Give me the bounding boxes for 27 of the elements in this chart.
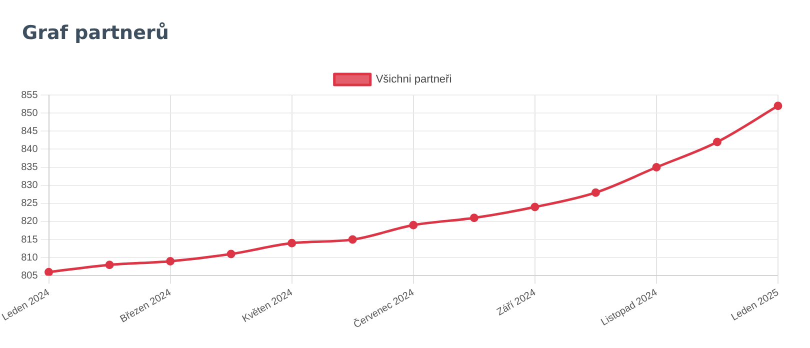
point	[226, 250, 236, 258]
point	[470, 214, 478, 222]
legend-label: Všichni partneři	[376, 74, 452, 86]
point	[530, 202, 540, 212]
point	[166, 256, 175, 266]
y-tick-label: 815	[21, 234, 38, 246]
x-tick-label: Září 2024	[495, 287, 538, 318]
point	[44, 268, 54, 276]
y-tick-label: 845	[21, 126, 38, 137]
y-tick-label: 855	[21, 90, 38, 101]
y-tick-label: 840	[21, 144, 38, 155]
y-tick-label: 835	[21, 162, 38, 174]
point	[652, 163, 661, 172]
point	[348, 235, 357, 244]
point	[712, 138, 722, 146]
point	[409, 220, 418, 230]
y-tick-label: 805	[21, 270, 38, 282]
point	[288, 238, 296, 248]
point	[774, 102, 782, 110]
chart-title: Graf partnerů	[22, 22, 169, 44]
point	[105, 260, 114, 270]
y-tick-label: 820	[21, 216, 38, 228]
y-tick-label: 830	[21, 180, 38, 192]
y-tick-label: 850	[21, 108, 38, 119]
y-tick-label: 825	[21, 198, 38, 210]
y-tick-label: 810	[21, 252, 38, 264]
point	[591, 188, 600, 197]
